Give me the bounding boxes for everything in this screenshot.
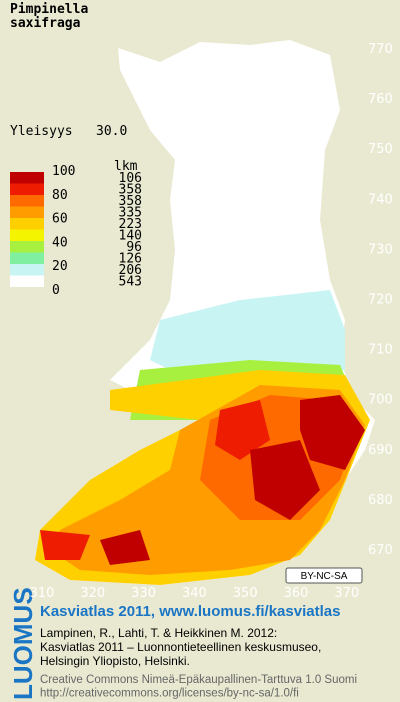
cyan-zone <box>150 290 345 385</box>
legend-count: 106 <box>119 171 142 186</box>
legend-scale-label: 0 <box>52 283 60 298</box>
x-axis-label: 360 <box>284 586 309 601</box>
license-badge-text: BY-NC-SA <box>301 571 348 582</box>
species-name: Pimpinella <box>10 2 88 17</box>
legend-count: 543 <box>119 275 142 290</box>
red-zone-4 <box>40 530 90 560</box>
legend-swatch <box>10 229 44 241</box>
license-line: Creative Commons Nimeä-Epäkaupallinen-Ta… <box>40 674 357 686</box>
y-axis-label: 750 <box>368 142 393 157</box>
map <box>35 40 375 585</box>
y-axis-label: 680 <box>368 493 393 508</box>
legend-count: 358 <box>119 194 142 209</box>
legend-scale-label: 60 <box>52 212 68 227</box>
legend-count: 335 <box>119 206 142 221</box>
footer-link[interactable]: Kasviatlas 2011, www.luomus.fi/kasviatla… <box>40 603 340 620</box>
y-axis-label: 700 <box>368 393 393 408</box>
y-axis-label: 760 <box>368 92 393 107</box>
x-axis-label: 340 <box>182 586 207 601</box>
legend-scale-label: 80 <box>52 188 68 203</box>
y-axis-label: 770 <box>368 42 393 57</box>
species-name: saxifraga <box>10 16 81 31</box>
y-axis-label: 740 <box>368 192 393 207</box>
red-zone-5 <box>100 530 150 565</box>
legend-swatch <box>10 218 44 230</box>
frequency-label: Yleisyys <box>10 124 73 139</box>
y-axis-label: 710 <box>368 343 393 358</box>
y-axis-label: 690 <box>368 443 393 458</box>
citation-line: Helsingin Yliopisto, Helsinki. <box>40 654 190 668</box>
red-zone-3 <box>250 440 320 520</box>
brand: LUOMUS <box>8 587 38 700</box>
frequency-value: 30.0 <box>96 124 127 139</box>
x-axis-label: 350 <box>233 586 258 601</box>
license-line: http://creativecommons.org/licenses/by-n… <box>40 688 299 700</box>
y-axis-label: 730 <box>368 242 393 257</box>
license-badge <box>285 567 363 584</box>
legend-count: 223 <box>119 217 142 232</box>
legend-scale-label: 100 <box>52 164 75 179</box>
legend-count: 206 <box>119 263 142 278</box>
y-axis-label: 720 <box>368 293 393 308</box>
legend-swatch <box>10 241 44 253</box>
y-axis-label: 670 <box>368 543 393 558</box>
citation-line: Kasviatlas 2011 – Luonnontieteellinen ke… <box>40 640 321 654</box>
legend-swatch <box>10 183 44 195</box>
legend-swatch <box>10 206 44 218</box>
legend-swatch <box>10 172 44 184</box>
red-zone-2 <box>300 395 365 470</box>
legend-count: 358 <box>119 183 142 198</box>
legend-count: 96 <box>126 240 142 255</box>
legend-count: 126 <box>119 252 142 267</box>
legend-count: 140 <box>119 229 142 244</box>
legend-swatch <box>10 264 44 276</box>
labels: Pimpinella saxifraga Yleisyys 30.0 lkm B… <box>8 2 363 700</box>
legend-count-header: lkm <box>114 159 138 174</box>
x-axis-label: 320 <box>80 586 105 601</box>
x-axis-label: 330 <box>131 586 156 601</box>
legend-swatch <box>10 195 44 207</box>
x-axis-label: 310 <box>30 586 55 601</box>
red-zone-1 <box>215 400 270 460</box>
x-axis-label: 370 <box>334 586 359 601</box>
legend-scale-label: 20 <box>52 259 68 274</box>
legend-scale-label: 40 <box>52 235 68 250</box>
citation-line: Lampinen, R., Lahti, T. & Heikkinen M. 2… <box>40 626 277 640</box>
legend-swatch <box>10 275 44 287</box>
legend-swatch <box>10 252 44 264</box>
